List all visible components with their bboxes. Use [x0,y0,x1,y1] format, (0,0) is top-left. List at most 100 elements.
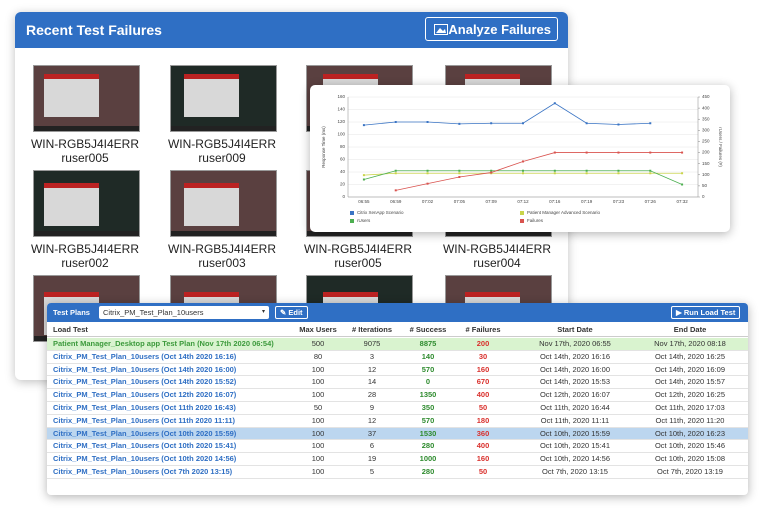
y2-tick-label: 100 [702,172,710,177]
taskbar [171,126,276,131]
table-row: Citrix_PM_Test_Plan_10users (Oct 10th 20… [47,440,748,454]
column-title: End Date [673,325,707,334]
y2-tick-label: 200 [702,150,710,155]
table-cell: 14 [367,377,377,387]
table-cell: 1530 [419,428,437,438]
column-title: Load Test [53,325,88,334]
point [617,123,620,126]
column-title: Max Users [299,325,337,334]
x-tick-label: 06:55 [358,199,370,204]
chart-card: 0 20 40 60 80 100 120 140 160 0 50 100 150 200 250 300 3… [310,85,730,232]
point [553,102,556,105]
table-row: Citrix_PM_Test_Plan_10users (Oct 10th 20… [47,427,748,441]
table-cell: Oct 7th, 2020 13:15 [542,467,608,476]
table-cell: 280 [421,467,435,476]
table-cell: 100 [311,390,325,400]
point [394,169,397,172]
y2-tick-label: 50 [702,183,708,188]
host-label: WIN-RGB5J4I4ERR [442,242,552,256]
point [458,172,461,175]
table-cell: Citrix_PM_Test_Plan_10users (Oct 11th 20… [53,415,236,425]
point [681,172,684,175]
point [522,172,524,175]
table-cell: 5 [369,467,375,476]
panel-title: Recent Test Failures [26,22,162,38]
edit-label: Edit [288,308,303,317]
column-title: # Failures [465,325,501,334]
plan-name: Citrix_PM_Test_Plan_10users [103,308,204,317]
taskbar [34,231,139,236]
point [617,172,620,175]
panel-header: Recent Test Failures Analyze Failures [15,12,568,48]
user-label: ruser005 [334,256,382,270]
point [426,169,429,172]
table-cell: 1000 [419,454,437,464]
table-row: Citrix_PM_Test_Plan_10users (Oct 7th 202… [47,466,748,479]
table-cell: Oct 10th, 2020 15:46 [654,441,726,451]
table-cell: 100 [311,454,325,464]
point [617,169,620,172]
table-cell: 100 [311,441,325,451]
taskbar [171,231,276,236]
host-label: WIN-RGB5J4I4ERR [303,242,413,256]
table-cell: 9 [369,403,375,412]
table-cell: Oct 14th, 2020 16:16 [539,351,611,361]
y-tick-label: 120 [337,119,345,124]
table-cell: Oct 11th, 2020 11:11 [540,415,610,425]
table-cell: Citrix_PM_Test_Plan_10users (Oct 10th 20… [53,454,237,464]
y2-tick-label: 0 [702,194,705,199]
table-cell: 28 [367,390,377,400]
user-label: ruser003 [198,256,246,270]
point [490,169,493,172]
table-cell: 0 [425,377,431,387]
run-button[interactable]: ▶ Run Load Test [671,306,741,319]
table-cell: Patient Manager_Desktop app Test Plan (N… [53,339,274,348]
table-cell: Citrix_PM_Test_Plan_10users (Oct 10th 20… [53,441,237,451]
table-cell: 140 [421,351,435,361]
table-row: Citrix_PM_Test_Plan_10users (Oct 10th 20… [47,453,748,466]
legend-label: Citrix XenApp Scenario [357,210,404,215]
table-cell: 400 [476,441,490,451]
edit-button[interactable]: ✎ Edit [275,306,308,319]
host-label: WIN-RGB5J4I4ERR [30,137,140,151]
table-cell: 350 [421,403,435,412]
table-cell: Oct 14th, 2020 16:25 [654,351,726,361]
y2-tick-label: 400 [702,105,710,110]
y-tick-label: 160 [337,94,345,99]
x-tick-label: 07:26 [645,199,657,204]
chart: 0 20 40 60 80 100 120 140 160 0 50 100 150 200 250 300 3… [321,94,723,223]
y2-tick-label: 150 [702,161,710,166]
plan-select[interactable]: Citrix_PM_Test_Plan_10users ▾ [99,306,269,319]
user-label: ruser004 [473,256,521,270]
y2-tick-label: 300 [702,128,710,133]
point [458,176,461,178]
point [585,122,588,125]
table-cell: Oct 10th, 2020 16:23 [654,428,726,438]
table-cell: 37 [367,428,377,438]
table-cell: 3 [369,351,375,361]
table-cell: 400 [476,390,490,400]
x-tick-label: 07:19 [581,199,593,204]
table-cell: Citrix_PM_Test_Plan_10users (Oct 7th 202… [53,467,233,476]
table-cell: Oct 12th, 2020 16:25 [654,390,726,400]
table-cell: 50 [478,403,488,412]
user-label: ruser005 [61,151,109,165]
table-cell: Citrix_PM_Test_Plan_10users (Oct 14th 20… [53,351,237,361]
window [184,74,239,117]
point [522,160,524,163]
table-cell: Citrix_PM_Test_Plan_10users (Oct 11th 20… [53,403,236,412]
analyze-label: Analyze Failures [448,22,551,37]
table-row: Citrix_PM_Test_Plan_10users (Oct 14th 20… [47,350,748,364]
legend-label: rUsers [357,218,371,223]
table-cell: 50 [313,403,323,412]
table-cell: Nov 17th, 2020 06:55 [539,339,611,348]
point [458,169,461,172]
point [522,122,524,125]
column-title: Start Date [557,325,593,334]
table-cell: Citrix_PM_Test_Plan_10users (Oct 14th 20… [53,364,237,374]
y-tick-label: 100 [337,132,345,137]
y-tick-label: 80 [340,144,346,149]
legend-label: Failures [527,218,544,223]
analyze-button[interactable]: Analyze Failures [425,17,558,41]
